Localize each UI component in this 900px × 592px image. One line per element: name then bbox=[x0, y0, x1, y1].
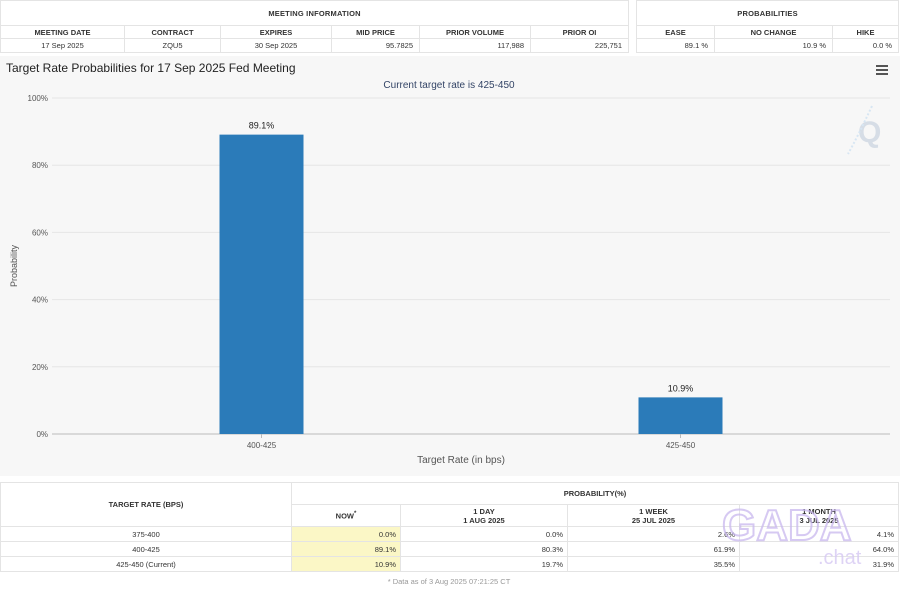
q-logo-swoosh bbox=[847, 105, 873, 155]
one-day-column-header: 1 DAY 1 AUG 2025 bbox=[400, 504, 568, 527]
target-rate-header: TARGET RATE (BPS) bbox=[0, 482, 292, 527]
y-tick-label: 40% bbox=[32, 296, 48, 305]
one-day-cell: 80.3% bbox=[400, 541, 568, 557]
prior-volume-header: PRIOR VOLUME bbox=[419, 25, 531, 39]
data-timestamp-footnote: * Data as of 3 Aug 2025 07:21:25 CT bbox=[387, 577, 511, 586]
rate-cell: 425-450 (Current) bbox=[0, 556, 292, 572]
x-tick-label: 425-450 bbox=[666, 441, 696, 450]
no-change-value: 10.9 % bbox=[714, 38, 833, 53]
bar-data-label: 89.1% bbox=[249, 121, 275, 131]
y-axis-title: Probability bbox=[9, 244, 19, 287]
y-tick-label: 60% bbox=[32, 228, 48, 237]
bar bbox=[219, 134, 304, 434]
probability-bar-chart: 0% 20% 40% 60% 80% 100% Current target rate is… bbox=[9, 80, 890, 466]
table-row: 425-450 (Current) 10.9% 19.7% 35.5% 31.9… bbox=[0, 556, 899, 572]
table-row: 400-425 89.1% 80.3% 61.9% 64.0% bbox=[0, 541, 899, 557]
mid-price-value: 95.7825 bbox=[331, 38, 420, 53]
one-month-column-header: 1 MONTH 3 JUL 2025 bbox=[739, 504, 899, 527]
one-week-cell: 2.6% bbox=[567, 526, 740, 542]
prior-volume-value: 117,988 bbox=[419, 38, 531, 53]
hike-value: 0.0 % bbox=[831, 38, 900, 53]
y-tick-label: 100% bbox=[28, 94, 48, 103]
rate-cell: 400-425 bbox=[0, 541, 292, 557]
meeting-information-title: MEETING INFORMATION bbox=[0, 0, 630, 26]
rate-cell: 375-400 bbox=[0, 526, 292, 542]
now-cell: 89.1% bbox=[291, 541, 401, 557]
expires-value: 30 Sep 2025 bbox=[220, 38, 332, 53]
no-change-header: NO CHANGE bbox=[714, 25, 833, 39]
one-week-cell: 35.5% bbox=[567, 556, 740, 572]
contract-header: CONTRACT bbox=[124, 25, 221, 39]
one-month-cell: 64.0% bbox=[739, 541, 899, 557]
probabilities-table: PROBABILITIES EASE NO CHANGE HIKE 89.1 %… bbox=[635, 0, 900, 53]
contract-value: ZQU5 bbox=[124, 38, 221, 53]
now-cell: 0.0% bbox=[291, 526, 401, 542]
chart-title: Target Rate Probabilities for 17 Sep 202… bbox=[6, 61, 296, 75]
expires-header: EXPIRES bbox=[220, 25, 332, 39]
meeting-date-value: 17 Sep 2025 bbox=[0, 38, 125, 53]
one-day-cell: 0.0% bbox=[400, 526, 568, 542]
y-tick-label: 80% bbox=[32, 161, 48, 170]
now-column-header: NOW* bbox=[291, 504, 401, 527]
prior-oi-header: PRIOR OI bbox=[529, 25, 630, 39]
ease-value: 89.1 % bbox=[636, 38, 715, 53]
one-week-cell: 61.9% bbox=[567, 541, 740, 557]
one-week-column-header: 1 WEEK 25 JUL 2025 bbox=[567, 504, 740, 527]
prior-oi-value: 225,751 bbox=[529, 38, 630, 53]
bar bbox=[638, 397, 723, 434]
y-tick-label: 0% bbox=[36, 430, 48, 439]
one-day-cell: 19.7% bbox=[400, 556, 568, 572]
meeting-date-header: MEETING DATE bbox=[0, 25, 125, 39]
hamburger-menu-icon[interactable] bbox=[876, 65, 888, 75]
hike-header: HIKE bbox=[831, 25, 900, 39]
chart-panel: 0% 20% 40% 60% 80% 100% Current target rate is… bbox=[0, 56, 900, 476]
one-month-cell: 4.1% bbox=[739, 526, 899, 542]
probability-history-table: TARGET RATE (BPS) PROBABILITY(%) NOW* 1 … bbox=[0, 482, 899, 572]
x-axis-title: Target Rate (in bps) bbox=[417, 455, 505, 466]
probability-header: PROBABILITY(%) bbox=[291, 482, 899, 505]
mid-price-header: MID PRICE bbox=[331, 25, 420, 39]
probabilities-title: PROBABILITIES bbox=[635, 0, 900, 26]
bar-data-label: 10.9% bbox=[668, 383, 694, 393]
ease-header: EASE bbox=[636, 25, 715, 39]
table-row: 375-400 0.0% 0.0% 2.6% 4.1% bbox=[0, 526, 899, 542]
one-month-cell: 31.9% bbox=[739, 556, 899, 572]
q-logo-icon: Q bbox=[858, 116, 881, 149]
x-tick-label: 400-425 bbox=[247, 441, 277, 450]
now-cell: 10.9% bbox=[291, 556, 401, 572]
y-tick-label: 20% bbox=[32, 363, 48, 372]
chart-subtitle: Current target rate is 425-450 bbox=[383, 80, 515, 91]
meeting-information-table: MEETING INFORMATION MEETING DATE CONTRAC… bbox=[0, 0, 630, 53]
